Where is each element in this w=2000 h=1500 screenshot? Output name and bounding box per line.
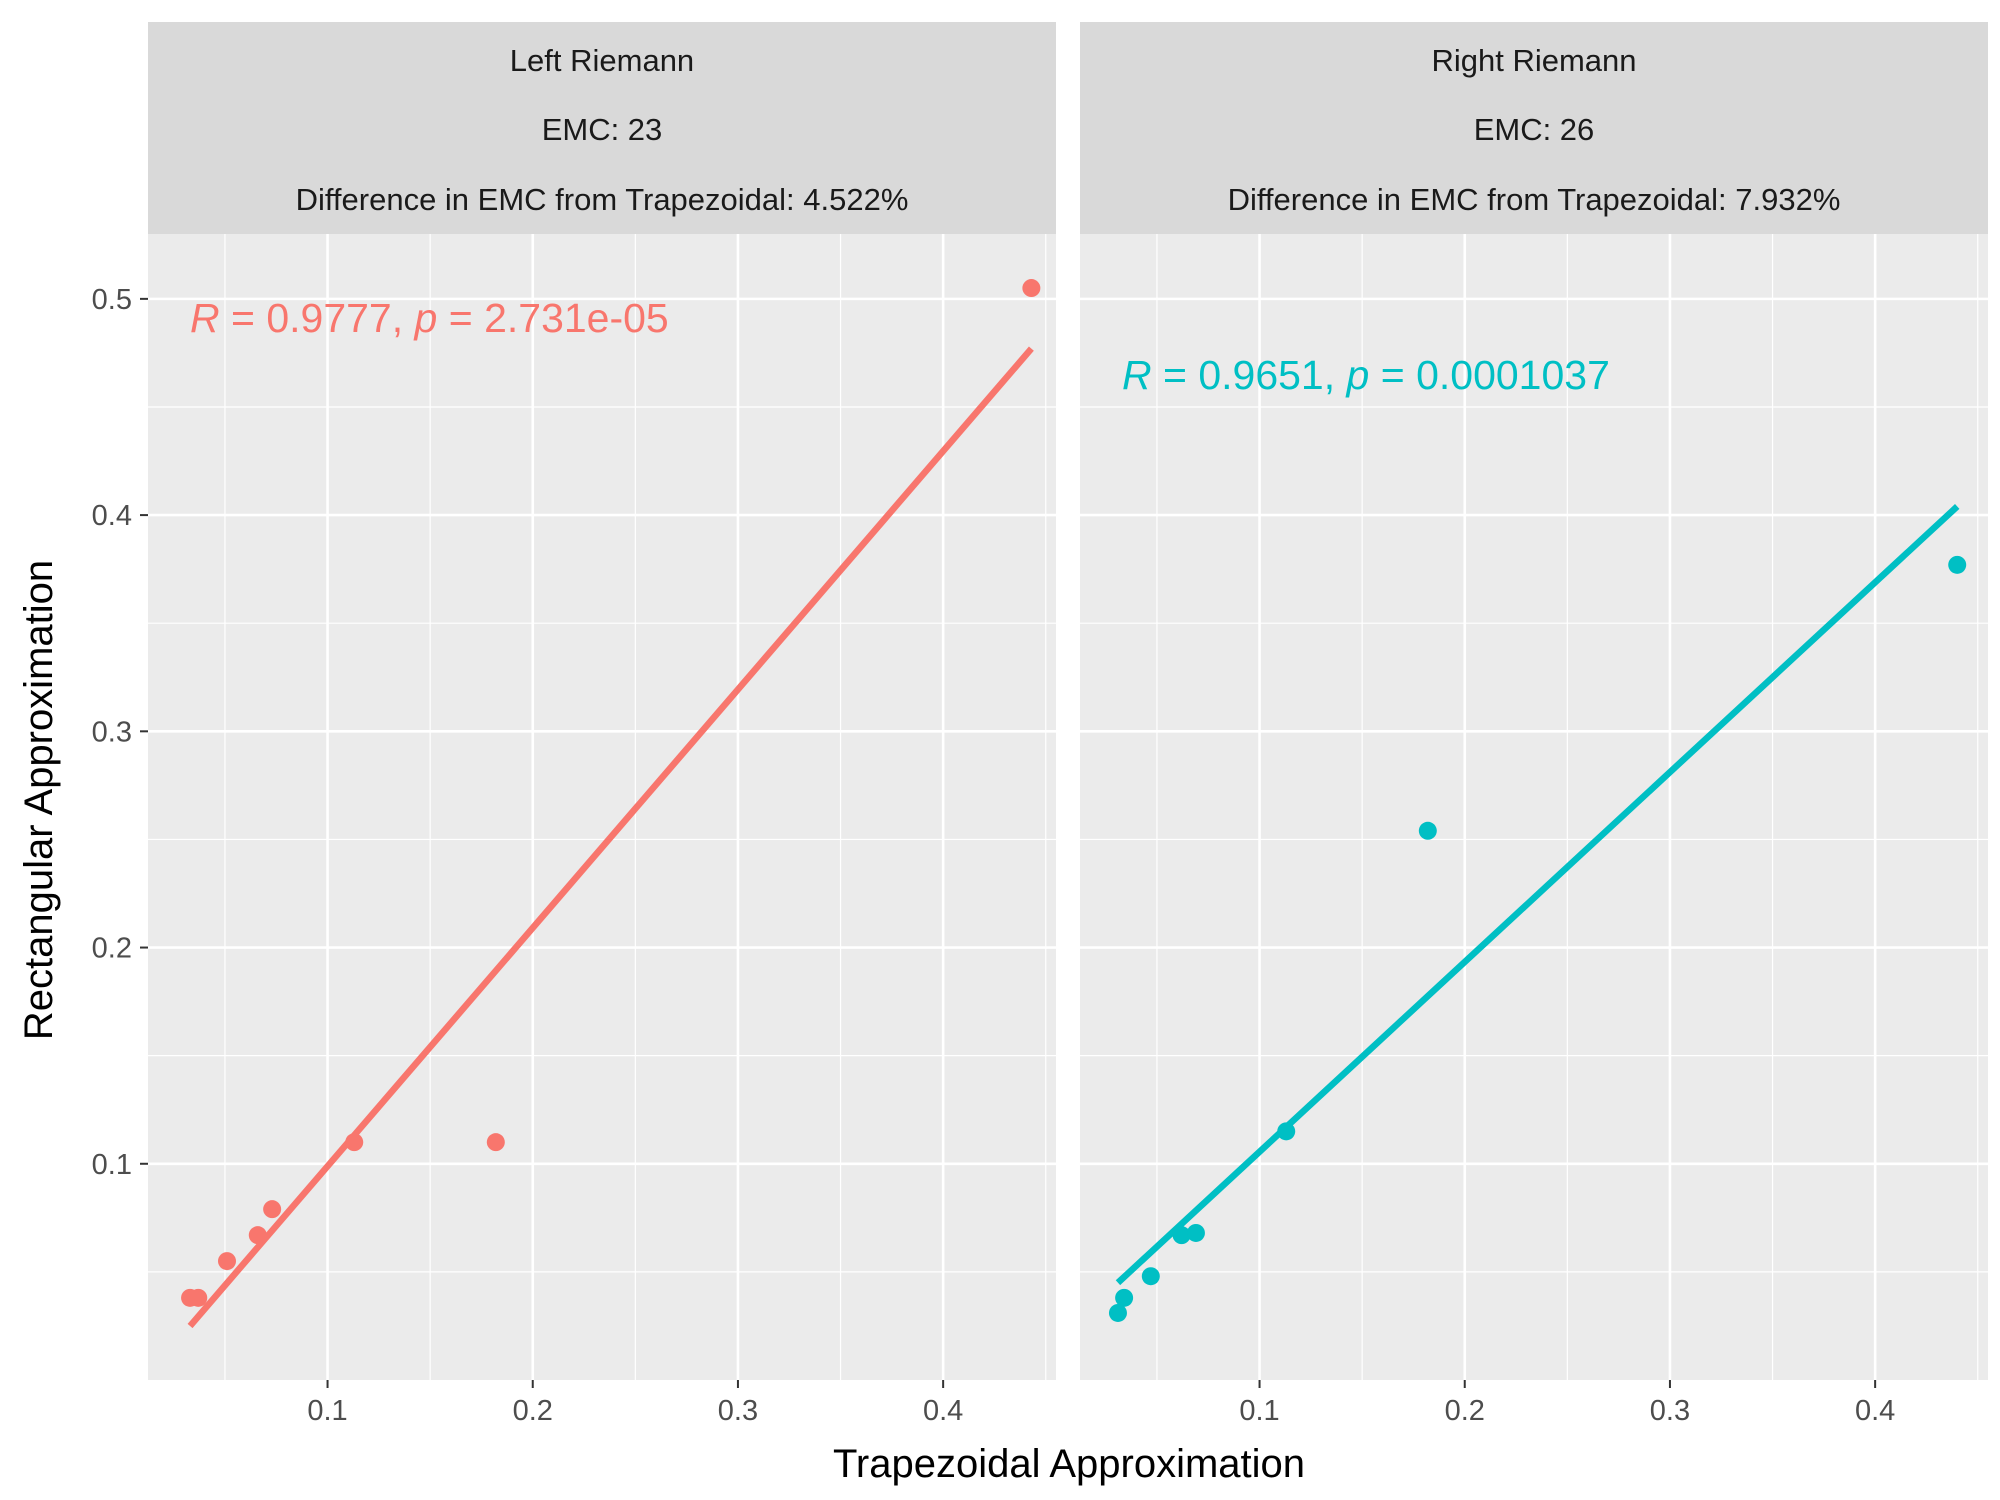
y-tick-label: 0.4 [92, 500, 132, 532]
data-point [218, 1252, 237, 1271]
panel-left-riemann: Left Riemann EMC: 23 Difference in EMC fro… [148, 22, 1056, 1427]
panel-right-riemann: Right Riemann EMC: 26 Difference in EMC fr… [1080, 22, 1988, 1427]
annotation-p-value: = 0.0001037 [1369, 352, 1610, 398]
facet-strip-line: EMC: 23 [542, 112, 663, 147]
correlation-annotation: R = 0.9651, p = 0.0001037 [1122, 352, 1610, 398]
y-axis-title: Rectangular Approximation [17, 560, 61, 1040]
data-point [486, 1133, 505, 1152]
x-tick-label: 0.1 [307, 1395, 347, 1427]
data-point [1115, 1288, 1134, 1307]
panel-background [148, 234, 1056, 1380]
annotation-p-symbol: p [413, 295, 438, 341]
panel-background [1080, 234, 1988, 1380]
x-tick-label: 0.3 [718, 1395, 758, 1427]
data-point [263, 1200, 282, 1219]
data-point [1141, 1267, 1160, 1286]
facet-strip [148, 22, 1056, 234]
annotation-p-value: = 2.731e-05 [437, 295, 668, 341]
regression-line [1115, 504, 1960, 1286]
data-point [1948, 555, 1967, 574]
x-tick-label: 0.4 [923, 1395, 963, 1427]
x-tick-label: 0.2 [1445, 1395, 1485, 1427]
annotation-r-value: = 0.9777, [220, 295, 415, 341]
facet-strip-line: EMC: 26 [1474, 112, 1595, 147]
regression-line [187, 346, 1034, 1329]
data-point [345, 1133, 364, 1152]
x-tick-label: 0.4 [1855, 1395, 1895, 1427]
facet-strip-line: Left Riemann [510, 43, 694, 78]
annotation-r-symbol: R [1122, 352, 1152, 398]
annotation-r-value: = 0.9651, [1152, 352, 1347, 398]
correlation-annotation: R = 0.9777, p = 2.731e-05 [190, 295, 669, 341]
y-tick-label: 0.3 [92, 716, 132, 748]
data-point [1277, 1122, 1296, 1141]
data-point [248, 1226, 267, 1245]
x-axis-title: Trapezoidal Approximation [833, 1442, 1305, 1486]
annotation-r-symbol: R [190, 295, 220, 341]
data-point [1108, 1303, 1127, 1322]
data-point [1172, 1226, 1191, 1245]
data-point [1022, 279, 1041, 298]
facet-strip-line: Right Riemann [1431, 43, 1636, 78]
facet-strip [1080, 22, 1988, 234]
data-point [1418, 821, 1437, 840]
y-tick-label: 0.2 [92, 933, 132, 965]
y-tick-label: 0.5 [92, 284, 132, 316]
facet-strip-line: Difference in EMC from Trapezoidal: 4.52… [296, 182, 909, 217]
x-tick-label: 0.1 [1239, 1395, 1279, 1427]
y-tick-label: 0.1 [92, 1149, 132, 1181]
x-tick-label: 0.3 [1650, 1395, 1690, 1427]
panels-layer: 0.1 0.2 0.3 0.4 0.5 Left Riemann EMC: 23 Differ… [92, 22, 1988, 1427]
annotation-p-symbol: p [1345, 352, 1370, 398]
data-point [189, 1288, 208, 1307]
x-tick-label: 0.2 [513, 1395, 553, 1427]
data-point [1186, 1223, 1205, 1242]
facet-strip-line: Difference in EMC from Trapezoidal: 7.93… [1228, 182, 1841, 217]
